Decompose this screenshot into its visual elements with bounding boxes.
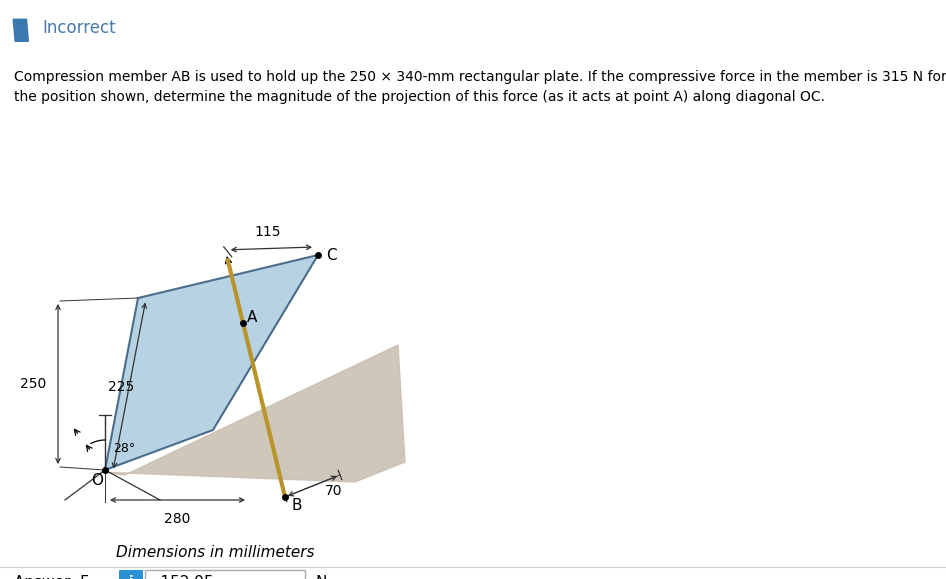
Text: =: = — [102, 574, 125, 579]
Text: 250: 250 — [20, 377, 46, 391]
Text: 28°: 28° — [113, 442, 135, 455]
Text: N: N — [315, 574, 326, 579]
Text: Compression member AB is used to hold up the 250 × 340-mm rectangular plate. If : Compression member AB is used to hold up… — [14, 70, 946, 84]
Polygon shape — [13, 19, 28, 41]
Text: B: B — [291, 497, 302, 512]
Text: 115: 115 — [254, 225, 281, 239]
Text: C: C — [326, 247, 337, 262]
Text: the position shown, determine the magnitude of the projection of this force (as : the position shown, determine the magnit… — [14, 90, 825, 104]
FancyBboxPatch shape — [119, 570, 143, 579]
Text: Incorrect: Incorrect — [43, 19, 116, 36]
Polygon shape — [100, 345, 405, 482]
Text: Dimensions in millimeters: Dimensions in millimeters — [115, 545, 314, 560]
Text: 70: 70 — [324, 484, 342, 498]
Text: -152.95: -152.95 — [155, 574, 214, 579]
Text: Answer: F: Answer: F — [14, 574, 89, 579]
Polygon shape — [105, 255, 318, 470]
FancyBboxPatch shape — [145, 570, 305, 579]
Text: 225: 225 — [108, 380, 134, 394]
Text: 280: 280 — [165, 512, 191, 526]
Text: i: i — [129, 575, 133, 579]
Text: A: A — [247, 310, 257, 324]
Text: O: O — [91, 472, 103, 488]
